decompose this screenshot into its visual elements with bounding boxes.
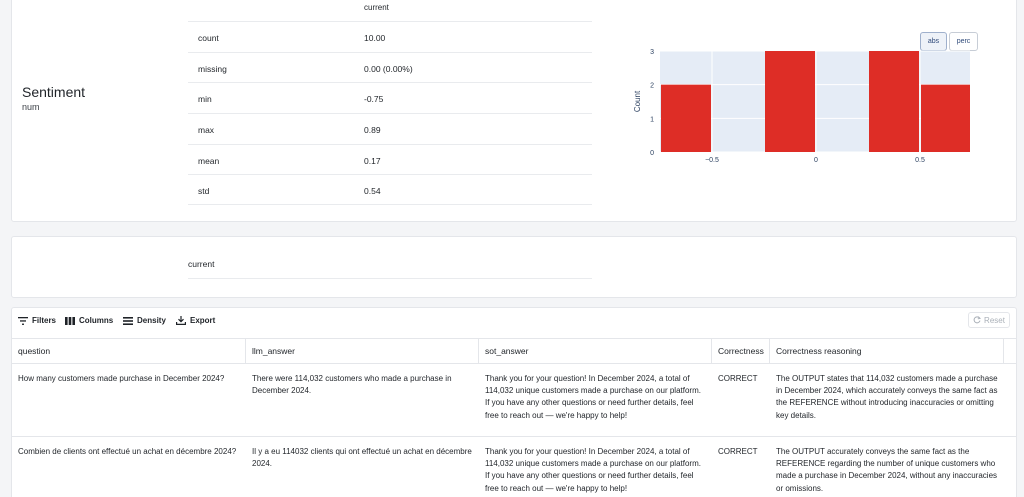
x-tick-label: 0: [814, 157, 818, 164]
y-axis-label: Count: [633, 90, 642, 112]
table-row[interactable]: How many customers made purchase in Dece…: [12, 364, 1016, 437]
stat-label: count: [198, 33, 219, 43]
density-label: Density: [137, 316, 166, 325]
stat-value: -0.75: [364, 94, 384, 105]
stat-row: min -0.75: [188, 82, 592, 113]
cell-question[interactable]: Combien de clients ont effectué un achat…: [18, 447, 237, 456]
cell-correctness-reasoning[interactable]: The OUTPUT accurately conveys the same f…: [776, 447, 998, 493]
stat-label: mean: [198, 155, 220, 166]
stat-value: 0.54: [364, 186, 381, 197]
cell-sot-answer[interactable]: Thank you for your question! In December…: [485, 374, 701, 420]
cell-correctness-reasoning[interactable]: The OUTPUT states that 114,032 customers…: [776, 374, 998, 420]
y-tick-label: 2: [650, 83, 654, 90]
reset-label: Reset: [984, 315, 1005, 325]
cell-correctness[interactable]: CORRECT: [718, 374, 758, 383]
cell-correctness[interactable]: CORRECT: [718, 447, 758, 456]
filters-button[interactable]: Filters: [18, 316, 56, 325]
cell-sot-answer[interactable]: Thank you for your question! In December…: [485, 447, 701, 493]
columns-label: Columns: [79, 316, 114, 325]
stat-value: 0.17: [364, 155, 381, 166]
stat-value: 10.00: [364, 33, 386, 43]
y-tick-label: 1: [650, 116, 654, 123]
stat-label: min: [198, 94, 212, 105]
stat-value: 0.89: [364, 125, 381, 136]
stat-row: missing 0.00 (0.00%): [188, 51, 592, 83]
reset-button[interactable]: Reset: [968, 312, 1010, 328]
feature-name: Sentiment: [22, 84, 86, 100]
y-tick-label: 3: [650, 49, 654, 56]
histogram-bar: [869, 51, 919, 152]
x-tick-label: 0.5: [915, 157, 925, 164]
columns-icon: [65, 316, 75, 325]
feature-summary-card: Sentiment num current count 10.00 missin…: [11, 0, 1017, 222]
cell-llm-answer[interactable]: Il y a eu 114032 clients qui ont effectu…: [252, 447, 472, 469]
y-tick-label: 0: [650, 150, 654, 157]
column-header-sot-answer[interactable]: sot_answer: [479, 339, 712, 364]
stat-row: std 0.54: [188, 174, 592, 206]
column-header-question[interactable]: question: [12, 339, 246, 364]
cell-question[interactable]: How many customers made purchase in Dece…: [18, 374, 225, 383]
stat-row: count 10.00: [188, 21, 592, 52]
export-label: Export: [190, 316, 216, 325]
column-header-row: [188, 237, 592, 279]
stat-label: missing: [198, 63, 227, 74]
column-header-correctness-reasoning[interactable]: Correctness reasoning: [770, 339, 1004, 364]
histogram-bar: [921, 84, 970, 152]
column-header-label: current: [188, 259, 215, 269]
second-summary-card: current: [11, 236, 1017, 298]
x-tick-label: −0.5: [705, 157, 719, 164]
filters-label: Filters: [32, 316, 57, 325]
grid-toolbar: Filters Columns Density Export Reset: [12, 308, 1016, 332]
perc-toggle-button[interactable]: perc: [949, 32, 978, 51]
histogram-chart: 0 1 2 3 −0.5 0 0.5 Count: [633, 49, 970, 164]
columns-button[interactable]: Columns: [65, 316, 113, 325]
density-button[interactable]: Density: [123, 316, 166, 325]
stat-value: 0.00 (0.00%): [364, 63, 413, 74]
feature-type: num: [22, 102, 40, 112]
grid-header-row: question llm_answer sot_answer Correctne…: [12, 338, 1016, 364]
histogram-bar: [765, 51, 815, 152]
histogram-bar: [661, 84, 711, 152]
cell-llm-answer[interactable]: There were 114,032 customers who made a …: [252, 374, 452, 396]
column-header-llm-answer[interactable]: llm_answer: [246, 339, 479, 364]
stat-label: std: [198, 186, 210, 197]
column-header-correctness[interactable]: Correctness: [712, 339, 770, 364]
data-grid-card: Filters Columns Density Export Reset que…: [11, 307, 1017, 497]
filter-icon: [18, 316, 28, 325]
table-row[interactable]: Combien de clients ont effectué un achat…: [12, 437, 1016, 497]
stat-label: max: [198, 125, 215, 136]
stat-row: mean 0.17: [188, 143, 592, 175]
stats-column-header: current: [364, 3, 389, 12]
data-grid: question llm_answer sot_answer Correctne…: [12, 338, 1016, 497]
download-icon: [176, 316, 186, 325]
refresh-icon: [973, 316, 982, 324]
stat-row: max 0.89: [188, 113, 592, 144]
stats-table: count 10.00 missing 0.00 (0.00%) min -0.…: [188, 21, 592, 206]
density-icon: [123, 316, 133, 325]
export-button[interactable]: Export: [176, 316, 215, 325]
